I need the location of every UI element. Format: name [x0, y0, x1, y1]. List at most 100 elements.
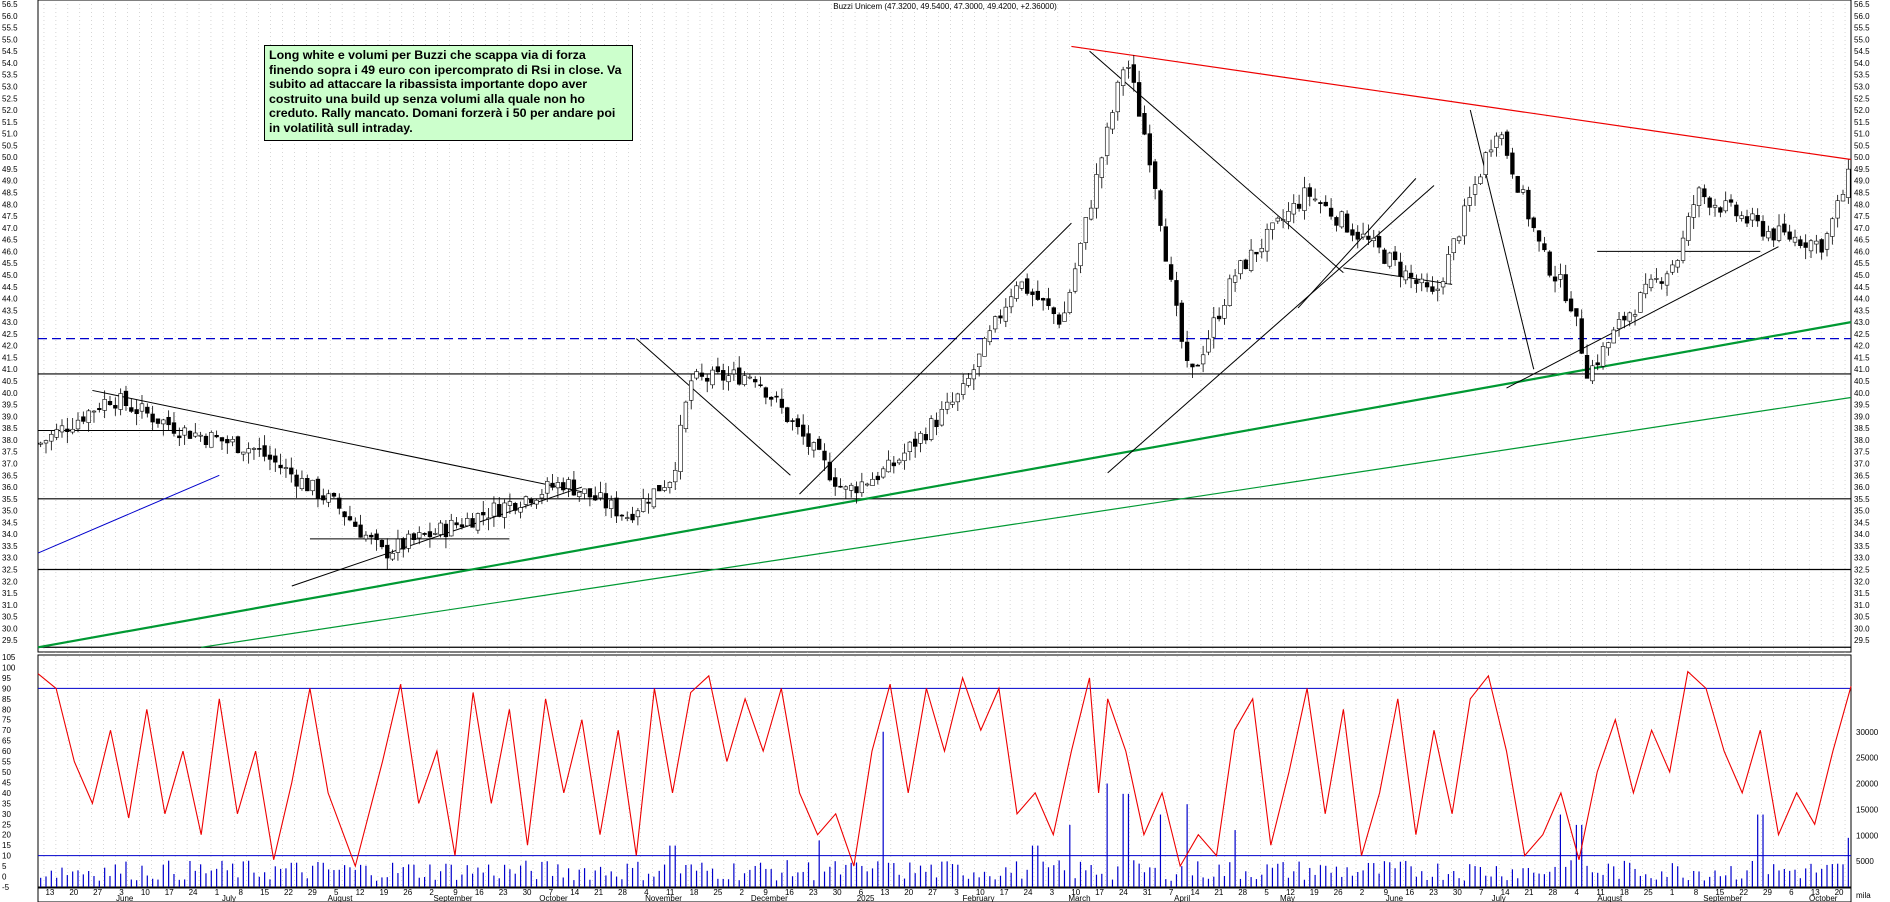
candle-body [1014, 285, 1019, 299]
day-tick-label: 20 [904, 888, 913, 897]
day-tick-label: 27 [93, 888, 102, 897]
candle-body [1232, 275, 1238, 283]
oscillator-tick-label: 85 [2, 695, 11, 704]
oscillator-tick-label: 55 [2, 758, 11, 767]
trendline [1297, 178, 1417, 309]
price-tick-label: 30.5 [1854, 613, 1870, 622]
candle-body [1248, 249, 1254, 271]
candle-body [1270, 222, 1275, 230]
price-tick-label: 43.5 [2, 306, 18, 315]
price-tick-label: 46.0 [1854, 247, 1870, 256]
candle-body [1222, 305, 1227, 319]
candle-body [251, 448, 257, 450]
candle-body [747, 376, 753, 379]
price-tick-label: 49.5 [1854, 165, 1870, 174]
candle-body [353, 521, 358, 527]
volume-bars [40, 731, 1849, 887]
price-tick-label: 31.5 [2, 589, 18, 598]
candle-body [769, 396, 774, 400]
price-tick-label: 51.0 [1854, 130, 1870, 139]
price-tick-label: 32.5 [1854, 566, 1870, 575]
oscillator-tick-label: -5 [2, 883, 10, 892]
candle-body [678, 424, 683, 472]
oscillator-tick-label: 75 [2, 716, 11, 725]
candle-body [427, 531, 433, 538]
price-tick-label: 56.0 [2, 12, 18, 21]
price-tick-label: 38.5 [2, 424, 18, 433]
price-tick-label: 55.0 [1854, 35, 1870, 44]
price-tick-label: 37.0 [1854, 459, 1870, 468]
candle-body [1590, 365, 1595, 382]
candle-body [886, 459, 891, 473]
candle-body [822, 450, 827, 461]
oscillator-tick-label: 50 [2, 768, 11, 777]
price-tick-label: 35.5 [2, 495, 18, 504]
day-tick-label: 1 [1670, 888, 1675, 897]
price-tick-label: 41.5 [1854, 353, 1870, 362]
price-tick-label: 38.0 [1854, 436, 1870, 445]
candle-body [315, 478, 321, 499]
candle-body [38, 442, 43, 445]
candle-body [1067, 292, 1072, 313]
price-tick-label: 56.5 [1854, 0, 1870, 9]
oscillator-tick-label: 60 [2, 747, 11, 756]
candle-body [795, 418, 801, 428]
month-label: October [1809, 894, 1838, 902]
price-tick-label: 52.0 [2, 106, 18, 115]
candle-body [966, 377, 971, 386]
candle-body [694, 371, 699, 379]
candle-body [1126, 67, 1131, 69]
candle-body [1355, 231, 1360, 240]
candle-body [1163, 226, 1168, 262]
candle-body [950, 401, 955, 405]
candle-body [534, 499, 539, 505]
price-tick-label: 51.5 [2, 118, 18, 127]
candle-body [1078, 243, 1083, 267]
candle-body [1200, 354, 1206, 365]
candle-body [150, 413, 155, 423]
candle-body [758, 384, 763, 387]
chart-title: Buzzi Unicem (47.3200, 49.5400, 47.3000,… [833, 2, 1057, 11]
price-tick-label: 39.5 [2, 401, 18, 410]
candle-body [1600, 346, 1606, 367]
trendline [1343, 267, 1453, 285]
time-axis [37, 887, 1852, 902]
candles [38, 55, 1851, 570]
candle-body [1387, 252, 1392, 267]
candle-body [497, 504, 502, 517]
candle-body [1328, 207, 1334, 217]
candle-body [294, 474, 299, 487]
price-tick-label: 48.5 [2, 189, 18, 198]
candle-body [171, 422, 177, 434]
candle-body [1536, 230, 1542, 242]
price-tick-label: 29.5 [1854, 636, 1870, 645]
candle-body [1120, 69, 1126, 86]
price-tick-label: 34.5 [2, 518, 18, 527]
candle-body [1296, 203, 1302, 209]
candle-body [1062, 312, 1067, 322]
oscillator-tick-label: 5 [2, 862, 7, 871]
candle-body [1472, 184, 1478, 195]
trendline [1089, 50, 1344, 274]
day-tick-label: 30 [1453, 888, 1462, 897]
day-tick-label: 11 [666, 888, 675, 897]
price-tick-label: 32.5 [2, 566, 18, 575]
candle-body [59, 425, 65, 433]
candle-body [1371, 237, 1376, 242]
day-tick-label: 24 [1024, 888, 1033, 897]
day-tick-label: 21 [1214, 888, 1223, 897]
month-label: August [1597, 894, 1623, 902]
candle-body [305, 478, 310, 492]
price-tick-label: 42.5 [2, 330, 18, 339]
candle-body [566, 479, 571, 489]
candle-body [561, 482, 566, 491]
candle-body [1776, 225, 1782, 241]
candle-body [75, 419, 81, 430]
candle-body [1456, 236, 1462, 242]
day-tick-label: 6 [859, 888, 864, 897]
candle-body [833, 477, 838, 487]
price-tick-label: 47.0 [2, 224, 18, 233]
price-tick-label: 43.0 [1854, 318, 1870, 327]
candle-body [1435, 288, 1440, 291]
day-tick-label: 1 [215, 888, 220, 897]
